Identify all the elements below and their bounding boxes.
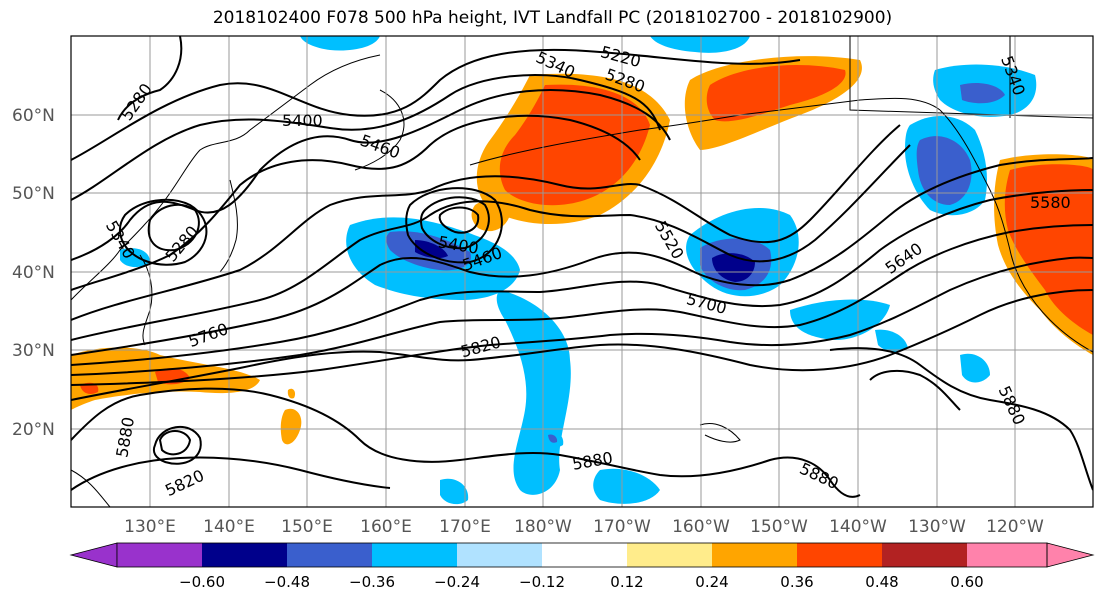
lon-label: 150°W [750, 517, 808, 537]
contour-label: 5400 [282, 111, 323, 130]
colorbar-tick: −0.48 [264, 573, 310, 591]
colorbar-segment [372, 543, 457, 567]
lon-label: 160°W [672, 517, 730, 537]
lon-label: 170°E [439, 517, 491, 537]
colorbar-tick: −0.36 [349, 573, 395, 591]
lat-label: 20°N [12, 420, 55, 440]
lat-label: 30°N [12, 341, 55, 361]
lat-label: 40°N [12, 263, 55, 283]
lon-label: 180°W [514, 517, 572, 537]
ivt-shading [71, 36, 1093, 505]
colorbar-segment [712, 543, 797, 567]
colorbar-segment [967, 543, 1047, 567]
colorbar-segment [287, 543, 372, 567]
colorbar-ticks: −0.60 −0.48 −0.36 −0.24 −0.12 0.12 0.24 … [179, 573, 984, 591]
colorbar-tick: 0.24 [695, 573, 728, 591]
colorbar-segment [627, 543, 712, 567]
colorbar-tick: −0.12 [519, 573, 565, 591]
colorbar-tick: 0.36 [780, 573, 813, 591]
lon-label: 130°E [124, 517, 176, 537]
colorbar-tick: 0.48 [865, 573, 898, 591]
lon-label: 130°W [908, 517, 966, 537]
colorbar-segment [202, 543, 287, 567]
colorbar-segment [542, 543, 627, 567]
lat-label: 60°N [12, 106, 55, 126]
lon-label: 160°E [360, 517, 412, 537]
longitude-labels: 130°E 140°E 150°E 160°E 170°E 180°W 170°… [124, 517, 1044, 537]
colorbar-tick: −0.24 [434, 573, 480, 591]
lon-label: 140°E [203, 517, 255, 537]
colorbar-tick: 0.12 [610, 573, 643, 591]
height-contours [71, 36, 1093, 498]
lon-label: 140°W [829, 517, 887, 537]
lon-label: 170°W [593, 517, 651, 537]
colorbar-extend-low [69, 542, 118, 568]
colorbar-segment [882, 543, 967, 567]
colorbar-tick: −0.60 [179, 573, 225, 591]
contour-label: 5580 [1030, 193, 1071, 212]
colorbar-extend-high [1046, 542, 1095, 568]
colorbar [69, 542, 1095, 568]
colorbar-segment [457, 543, 542, 567]
colorbar-tick: 0.60 [950, 573, 983, 591]
plot-title: 2018102400 F078 500 hPa height, IVT Land… [212, 8, 893, 28]
lon-label: 150°E [281, 517, 333, 537]
map-frame [70, 35, 1094, 508]
colorbar-segment [797, 543, 882, 567]
colorbar-segment [117, 543, 202, 567]
lat-label: 50°N [12, 184, 55, 204]
latitude-labels: 60°N 50°N 40°N 30°N 20°N [12, 106, 55, 440]
lon-label: 120°W [986, 517, 1044, 537]
